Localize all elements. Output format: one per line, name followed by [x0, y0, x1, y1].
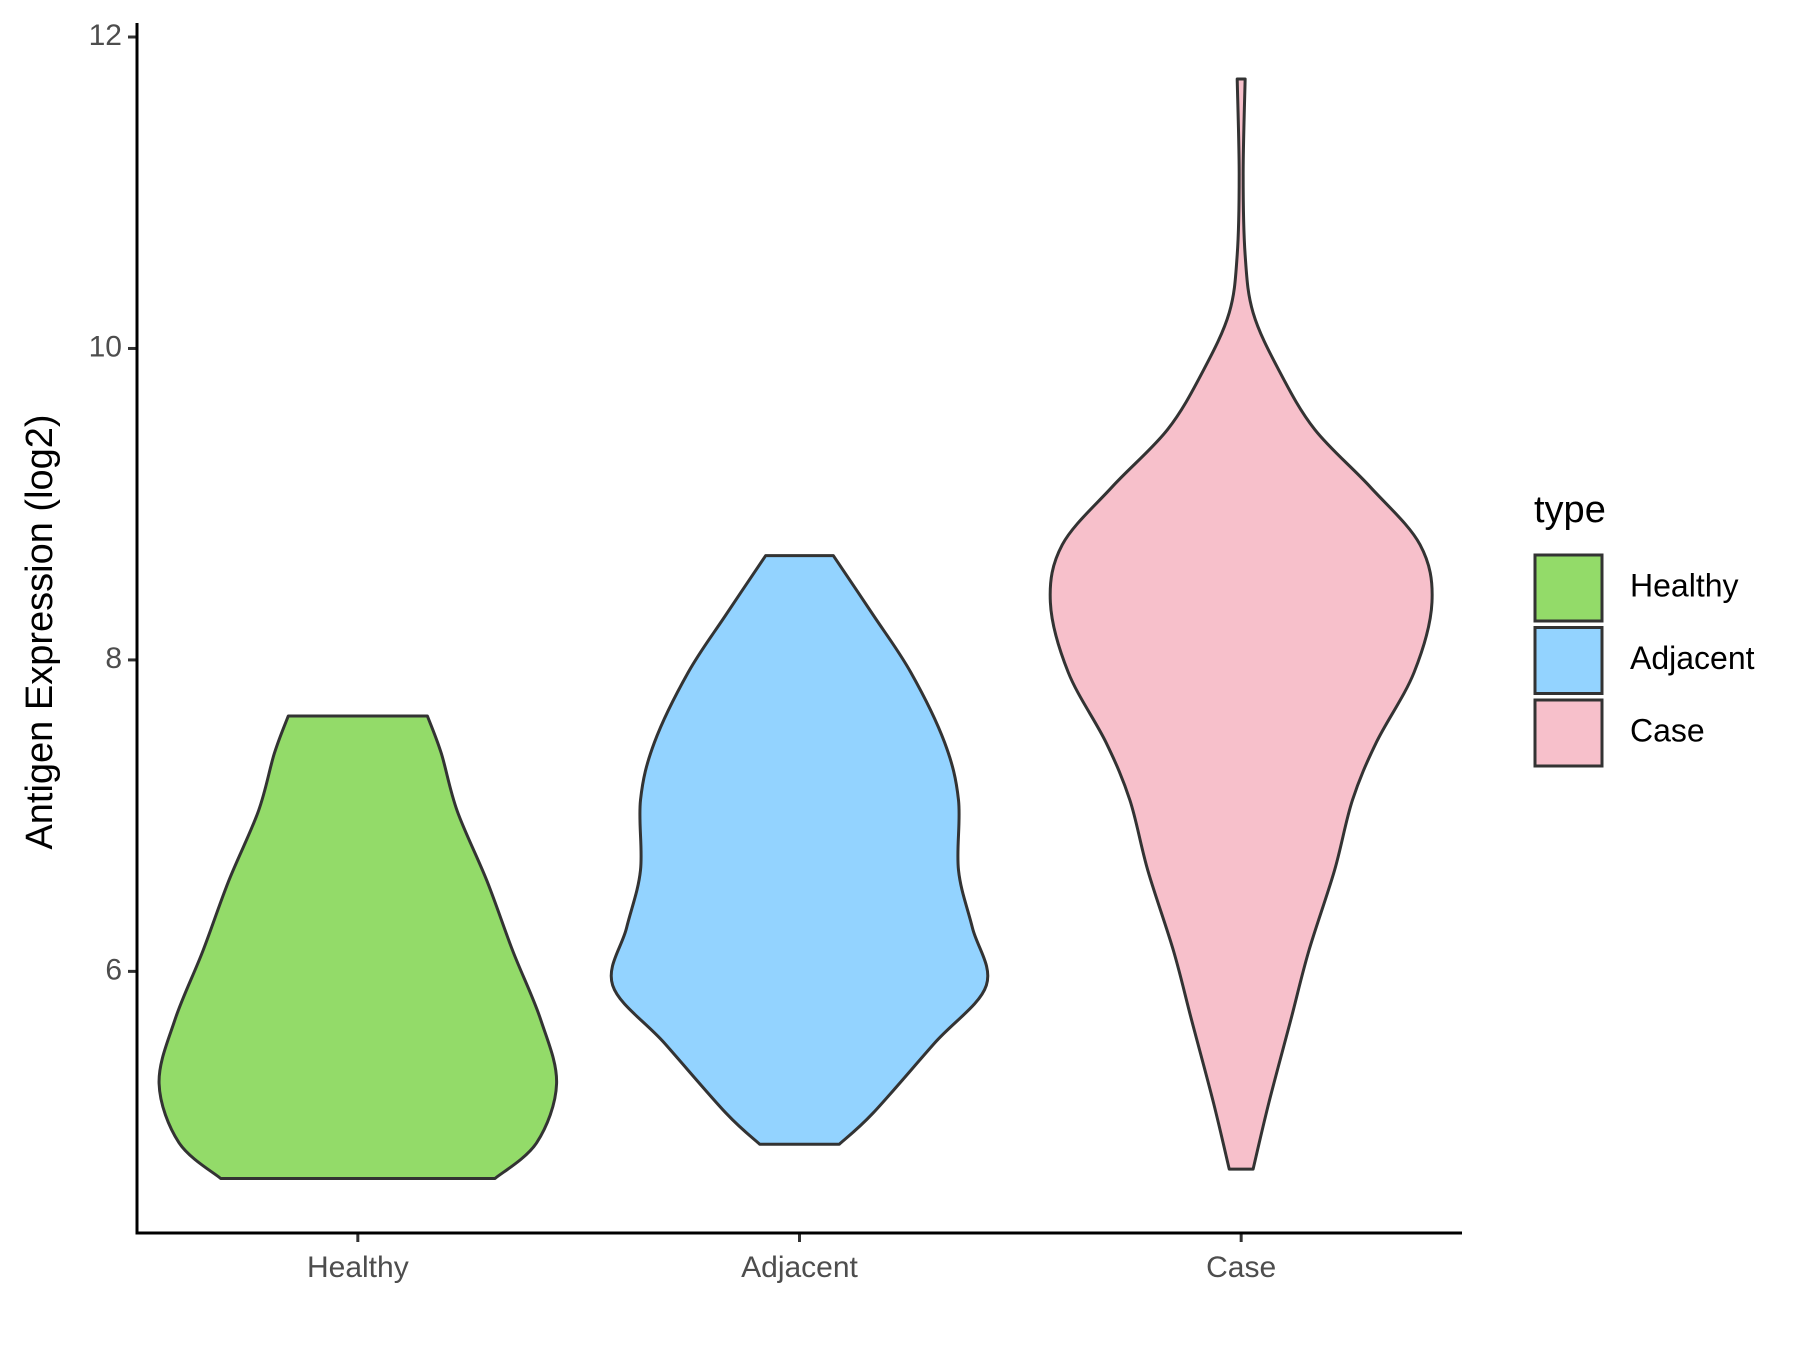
violin [1048, 77, 1434, 1171]
legend-label: Adjacent [1630, 640, 1755, 676]
legend-key [1533, 626, 1604, 695]
y-tick-label: 6 [105, 953, 122, 986]
y-tick-label: 8 [105, 642, 122, 675]
legend-label: Healthy [1630, 567, 1739, 603]
x-tick-label: Healthy [307, 1251, 409, 1284]
x-tick-label: Adjacent [741, 1251, 858, 1284]
y-tick-label: 10 [89, 330, 122, 363]
y-axis-title: Antigen Expression (log2) [19, 414, 61, 849]
legend-label: Case [1630, 712, 1705, 748]
y-tick-label: 12 [89, 19, 122, 52]
x-tick-label: Case [1206, 1251, 1276, 1284]
legend-key [1533, 698, 1604, 768]
violin [609, 554, 990, 1146]
legend-title: type [1534, 489, 1606, 531]
legend-key [1533, 553, 1604, 623]
violin [157, 714, 559, 1180]
